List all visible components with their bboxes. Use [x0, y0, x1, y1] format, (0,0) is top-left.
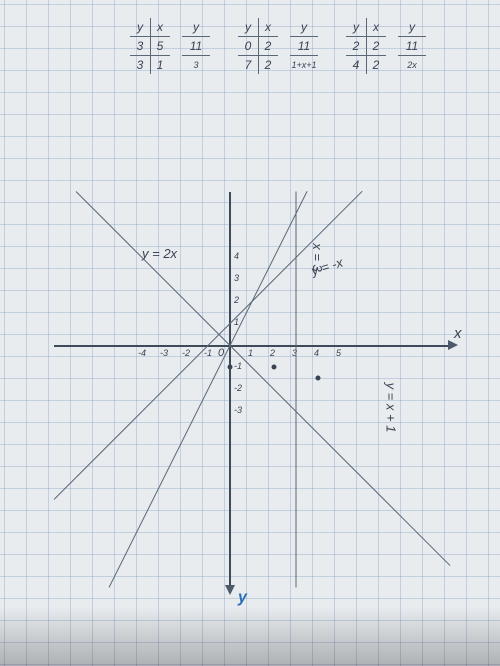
table-cell: 2	[258, 56, 278, 74]
y-tick-label: -1	[234, 361, 242, 371]
value-table: yx3531	[130, 18, 170, 74]
table-cell: 1	[150, 56, 170, 74]
y-axis-label: y	[238, 589, 247, 607]
table-cell: 3	[130, 56, 151, 74]
y-axis-arrow-icon	[225, 585, 235, 595]
y-axis	[229, 192, 231, 588]
x-eq-3-label: x = 3	[309, 244, 324, 273]
table-header: x	[258, 18, 278, 37]
table-header: y	[182, 18, 210, 37]
x-tick-label: -4	[138, 348, 146, 358]
x-tick-label: 5	[336, 348, 341, 358]
table-header: y	[346, 18, 367, 37]
table-header: x	[366, 18, 386, 37]
table-header: y	[290, 18, 318, 37]
table-cell: 7	[238, 56, 259, 74]
value-table: yx2242	[346, 18, 386, 74]
table-cell: 2	[258, 37, 278, 56]
table-header: y	[238, 18, 259, 37]
value-table-extra: y111+x+1	[290, 18, 318, 74]
x-tick-label: 2	[270, 348, 275, 358]
y-tick-label: -2	[234, 383, 242, 393]
x-tick-label: -3	[160, 348, 168, 358]
table-header: x	[150, 18, 170, 37]
y-tick-label: 4	[234, 251, 239, 261]
table-cell: 11	[290, 37, 318, 56]
y-eq-2x	[109, 191, 308, 587]
table-cell: 0	[238, 37, 259, 56]
table-cell: 1+x+1	[290, 56, 318, 74]
plot-point	[272, 365, 277, 370]
table-cell: 4	[346, 56, 367, 74]
x-axis	[54, 345, 450, 347]
value-table-extra: y113	[182, 18, 210, 74]
plot-point	[316, 376, 321, 381]
x-eq-3	[296, 192, 297, 588]
page-bottom-shadow	[0, 606, 500, 666]
table-cell: 2x	[398, 56, 426, 74]
table-cell: 11	[398, 37, 426, 56]
table-header: y	[398, 18, 426, 37]
y-tick-label: 3	[234, 273, 239, 283]
y-eq-2x-label: y = 2x	[142, 246, 177, 261]
table-cell: 2	[366, 37, 386, 56]
x-tick-label: -2	[182, 348, 190, 358]
value-table: yx0272	[238, 18, 278, 74]
tables-row: yx3531y113yx0272y111+x+1yx2242y112x	[130, 18, 426, 74]
x-axis-label: x	[454, 325, 462, 342]
value-table-extra: y112x	[398, 18, 426, 74]
table-cell: 5	[150, 37, 170, 56]
table-cell: 2	[366, 56, 386, 74]
table-header: y	[130, 18, 151, 37]
x-tick-label: 1	[248, 348, 253, 358]
plot-point	[228, 365, 233, 370]
table-cell: 3	[182, 56, 210, 74]
table-cell: 3	[130, 37, 151, 56]
table-cell: 2	[346, 37, 367, 56]
graph-paper-page: xy0-4-3-2-1123451234-1-2-3y = 2xy = -xy …	[0, 0, 500, 666]
table-cell: 11	[182, 37, 210, 56]
y-eq-x-plus-1-label: y = x + 1	[384, 383, 399, 433]
y-tick-label: -3	[234, 405, 242, 415]
y-tick-label: 2	[234, 295, 239, 305]
x-tick-label: 4	[314, 348, 319, 358]
x-tick-label: -1	[204, 348, 212, 358]
